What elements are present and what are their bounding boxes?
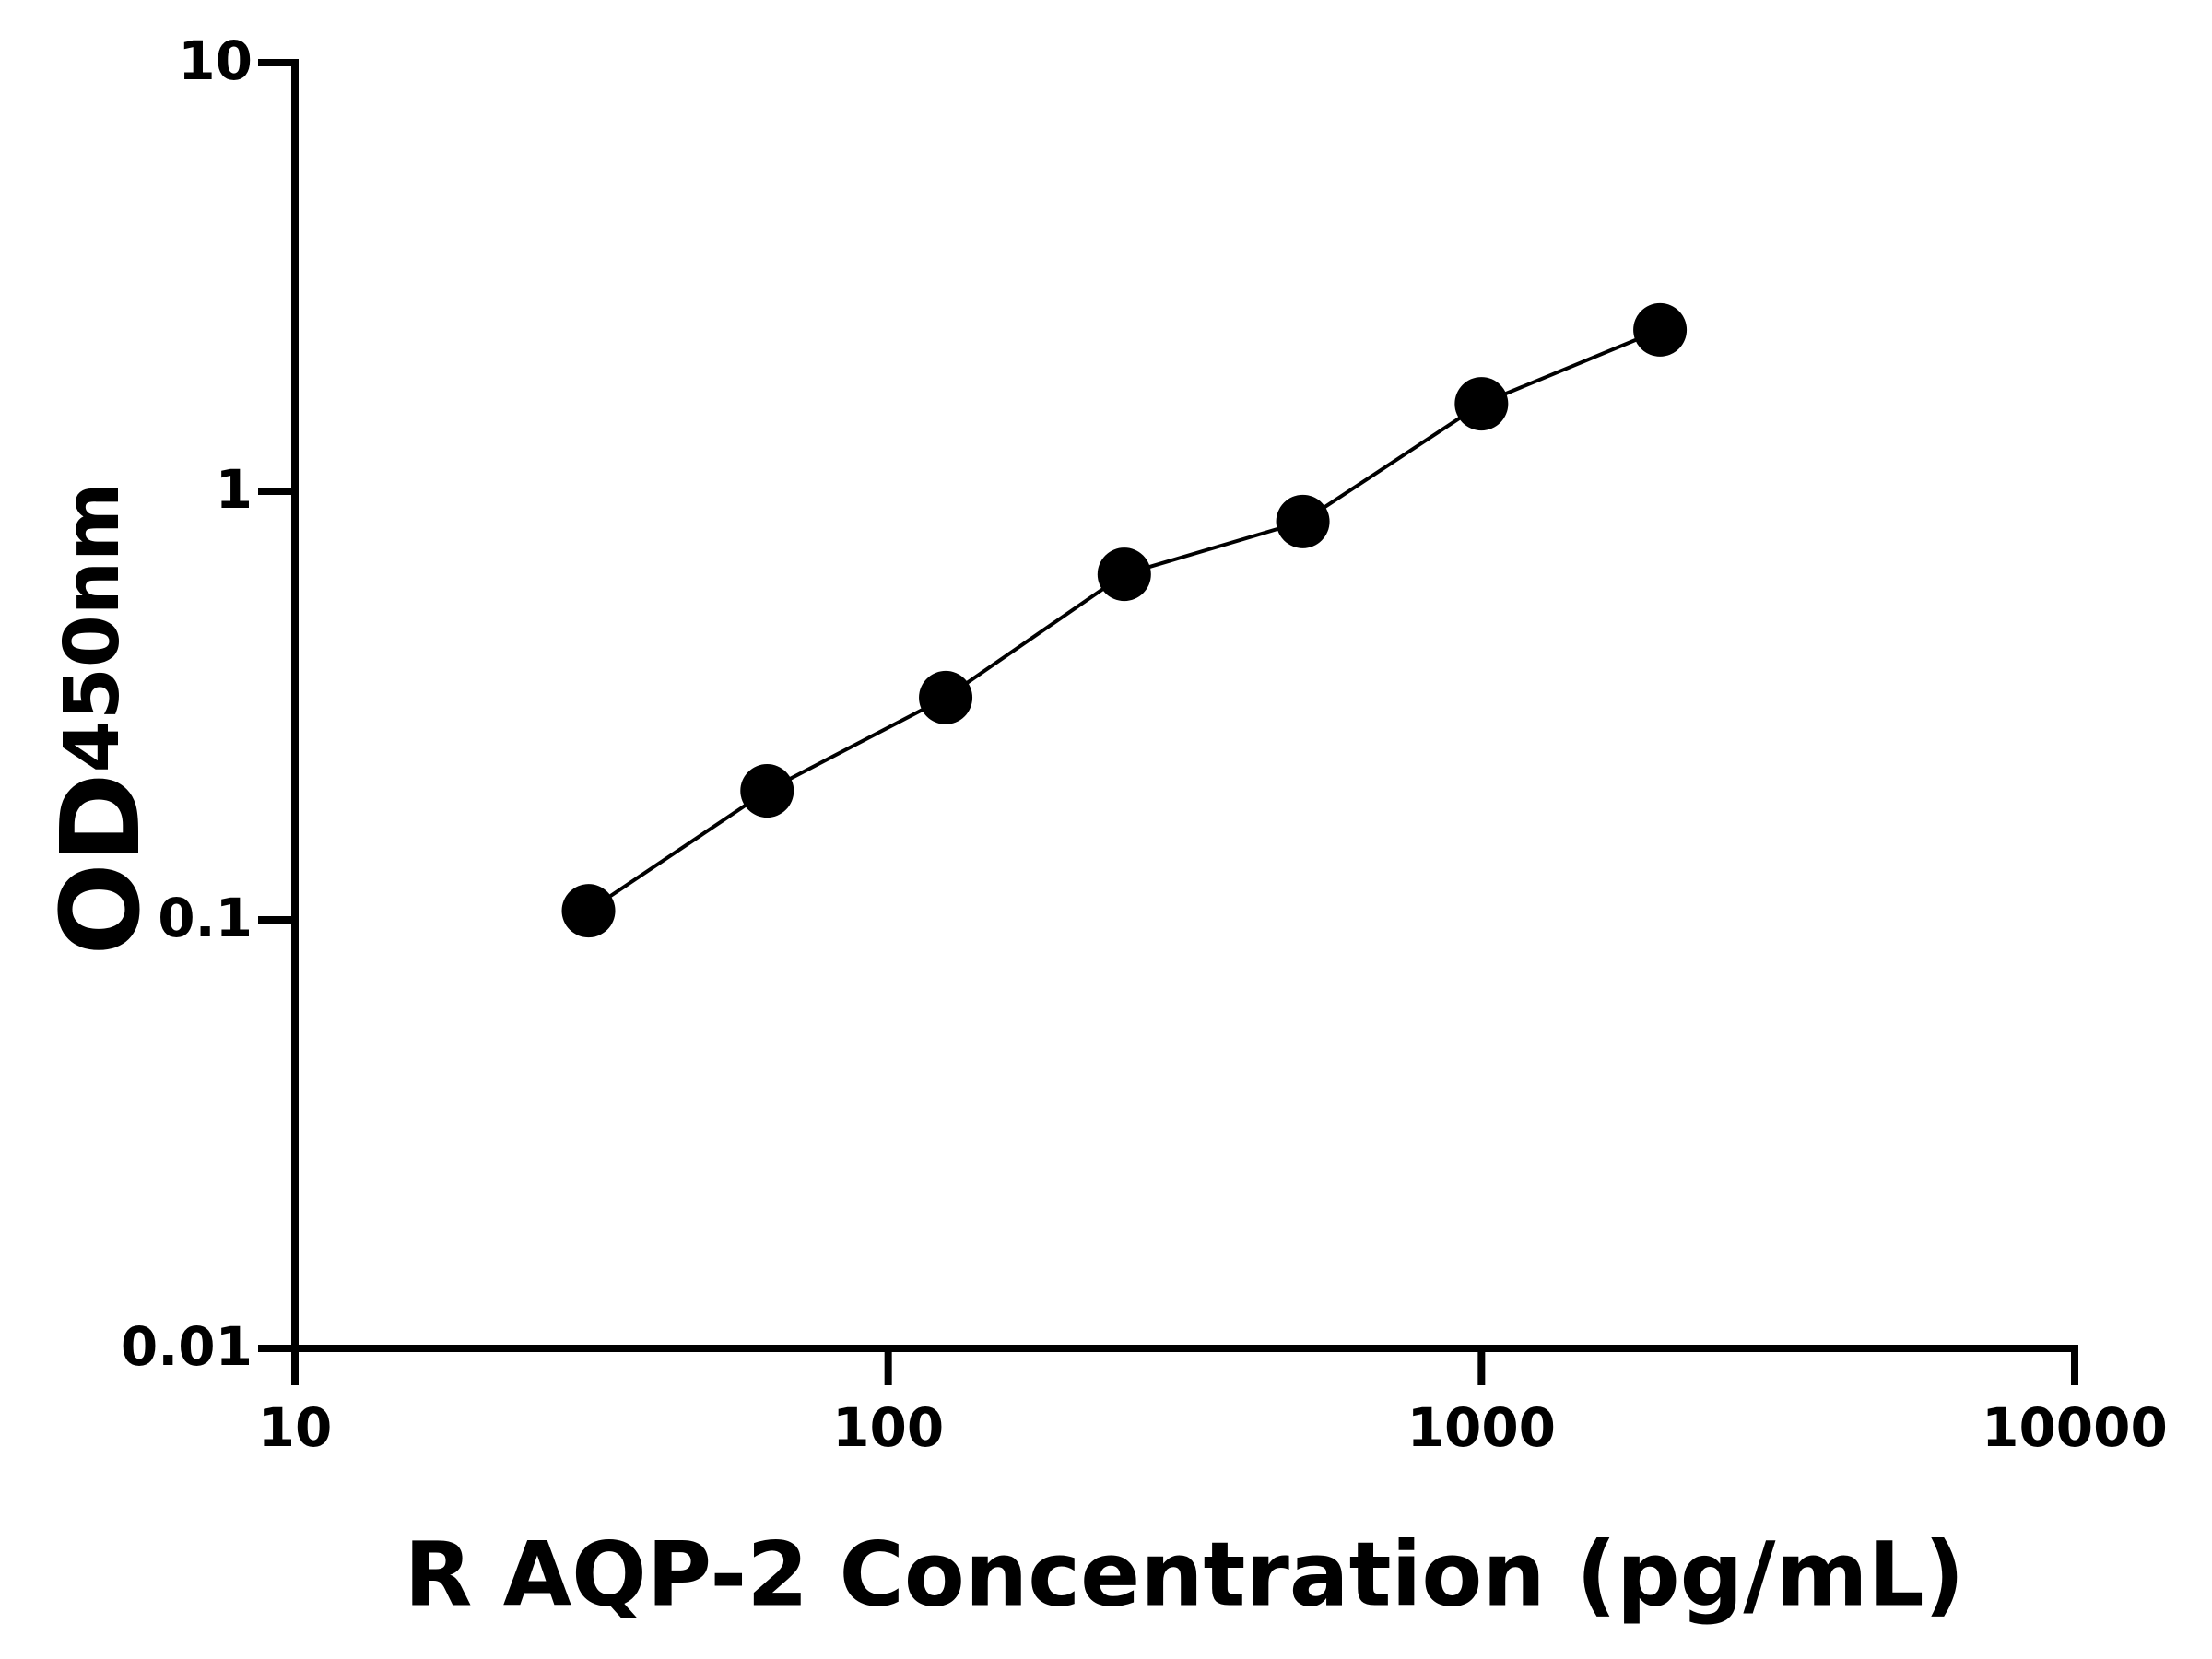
x-tick-label: 1000 xyxy=(1407,1396,1556,1459)
y-tick-label: 0.01 xyxy=(121,1315,253,1378)
data-point xyxy=(1454,377,1509,431)
x-tick-label: 10 xyxy=(258,1396,333,1459)
data-point xyxy=(1276,494,1330,548)
data-point xyxy=(740,764,794,818)
y-axis-title-sub: 450nm xyxy=(49,482,136,772)
y-tick-label: 10 xyxy=(178,29,253,92)
data-point xyxy=(561,884,616,938)
data-point xyxy=(1097,547,1151,602)
x-tick-label: 100 xyxy=(832,1396,944,1459)
y-axis-title: OD450nm xyxy=(37,482,164,955)
y-tick-label: 0.1 xyxy=(158,887,253,949)
data-point xyxy=(919,670,973,724)
data-point xyxy=(1633,302,1688,357)
x-tick-label: 10000 xyxy=(1982,1396,2168,1459)
y-axis-title-main: OD xyxy=(37,772,164,955)
x-axis-title: R AQP-2 Concentration (pg/mL) xyxy=(404,1523,1964,1626)
y-tick-label: 1 xyxy=(216,458,253,521)
